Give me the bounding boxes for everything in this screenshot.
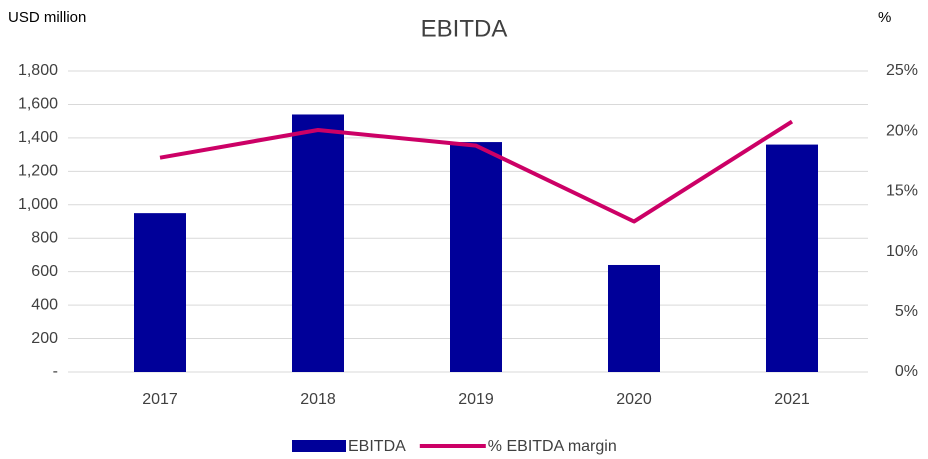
y-tick-label: 1,800 <box>18 62 58 79</box>
x-tick-label: 2020 <box>616 391 652 408</box>
legend-label: EBITDA <box>348 438 406 455</box>
y2-axis-label: % <box>878 9 891 26</box>
y2-tick-label: 15% <box>886 183 918 200</box>
line <box>159 119 794 224</box>
y2-tick-label: 10% <box>886 243 918 260</box>
y-tick-label: 1,000 <box>18 196 58 213</box>
y-tick-label: - <box>53 363 58 380</box>
y-tick-label: 600 <box>31 263 58 280</box>
bar <box>766 144 818 372</box>
y2-tick-label: 5% <box>895 303 918 320</box>
y-tick-label: 1,600 <box>18 96 58 113</box>
x-tick-label: 2021 <box>774 391 810 408</box>
y2-tick-label: 25% <box>886 62 918 79</box>
y-axis-label: USD million <box>8 9 86 26</box>
x-tick-label: 2017 <box>142 391 178 408</box>
y2-tick-label: 0% <box>895 363 918 380</box>
bar <box>450 142 502 372</box>
bar <box>292 114 344 372</box>
y-tick-label: 1,400 <box>18 129 58 146</box>
y-tick-label: 200 <box>31 330 58 347</box>
chart-title: EBITDA <box>421 15 508 42</box>
y-tick-label: 800 <box>31 229 58 246</box>
y-tick-label: 1,200 <box>18 163 58 180</box>
y2-tick-label: 20% <box>886 122 918 139</box>
bar <box>608 264 660 372</box>
y-tick-label: 400 <box>31 296 58 313</box>
legend-swatch <box>292 440 346 452</box>
x-tick-label: 2018 <box>300 391 336 408</box>
legend-label: % EBITDA margin <box>488 438 617 455</box>
x-tick-label: 2019 <box>458 391 494 408</box>
bar <box>134 213 186 372</box>
